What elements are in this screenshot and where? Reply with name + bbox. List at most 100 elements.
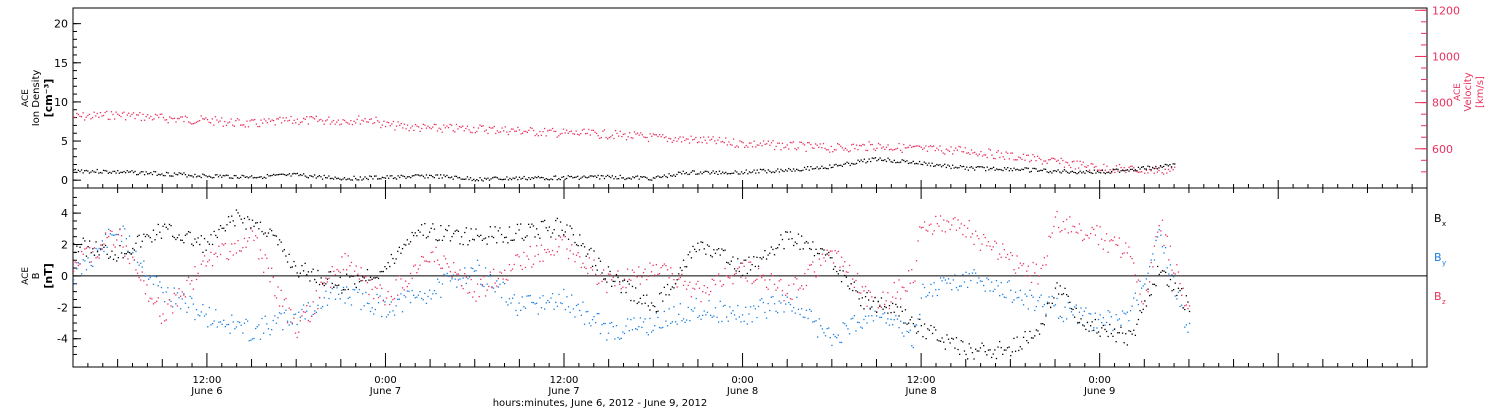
data-dot <box>1010 289 1012 291</box>
data-dot <box>759 299 761 301</box>
data-dot <box>892 149 894 151</box>
data-dot <box>657 310 659 312</box>
data-dot <box>608 175 610 178</box>
data-dot <box>1082 324 1084 326</box>
data-dot <box>662 134 664 136</box>
data-dot <box>809 308 811 311</box>
data-dot <box>607 332 610 334</box>
data-dot <box>346 286 348 288</box>
data-dot <box>502 241 504 243</box>
data-dot <box>1134 334 1136 336</box>
data-dot <box>1171 274 1173 276</box>
data-dot <box>604 322 606 325</box>
data-dot <box>235 252 238 254</box>
data-dot <box>769 144 771 146</box>
data-dot <box>900 298 902 300</box>
data-dot <box>1008 346 1010 348</box>
data-dot <box>701 141 703 144</box>
data-dot <box>73 242 75 245</box>
data-dot <box>854 163 856 165</box>
data-dot <box>381 315 383 318</box>
data-dot <box>438 264 440 266</box>
data-dot <box>574 316 576 318</box>
data-dot <box>1005 256 1007 259</box>
data-dot <box>594 175 596 177</box>
data-dot <box>1099 335 1101 337</box>
data-dot <box>149 237 151 239</box>
data-dot <box>1150 169 1152 171</box>
data-dot <box>1092 172 1094 175</box>
data-dot <box>521 237 523 240</box>
data-dot <box>571 227 573 230</box>
data-dot <box>660 327 662 329</box>
data-dot <box>983 167 985 169</box>
data-dot <box>555 175 557 177</box>
data-dot <box>505 301 507 303</box>
data-dot <box>783 300 785 302</box>
data-dot <box>299 316 301 318</box>
data-dot <box>1046 171 1048 173</box>
data-dot <box>690 135 692 137</box>
data-dot <box>933 165 935 167</box>
data-dot <box>341 256 343 258</box>
legend-label: B <box>1434 290 1442 303</box>
data-dot <box>1125 313 1127 315</box>
data-dot <box>257 176 259 179</box>
data-dot <box>606 339 608 341</box>
data-dot <box>1093 327 1095 329</box>
data-dot <box>414 232 416 234</box>
data-dot <box>211 118 213 120</box>
data-dot <box>446 272 448 275</box>
data-dot <box>1090 313 1092 315</box>
by-series <box>73 225 1191 349</box>
data-dot <box>783 170 785 173</box>
data-dot <box>143 233 145 235</box>
data-dot <box>879 304 881 306</box>
data-dot <box>898 315 900 317</box>
data-dot <box>424 177 426 179</box>
data-dot <box>288 324 290 326</box>
data-dot <box>170 175 172 177</box>
data-dot <box>376 287 378 289</box>
data-dot <box>1184 305 1186 307</box>
data-dot <box>520 178 522 180</box>
data-dot <box>306 310 308 312</box>
data-dot <box>647 275 649 277</box>
data-dot <box>82 172 84 174</box>
data-dot <box>277 317 279 319</box>
data-dot <box>526 295 528 297</box>
data-dot <box>1145 278 1148 280</box>
data-dot <box>393 262 396 264</box>
data-dot <box>682 284 685 286</box>
data-dot <box>984 236 986 239</box>
data-dot <box>598 313 600 315</box>
data-dot <box>986 166 988 168</box>
data-dot <box>309 280 311 282</box>
data-dot <box>1060 157 1062 159</box>
data-dot <box>181 298 183 300</box>
data-dot <box>275 322 278 324</box>
data-dot <box>636 328 638 331</box>
data-dot <box>346 273 348 275</box>
data-dot <box>745 259 747 261</box>
data-dot <box>915 324 918 326</box>
data-dot <box>1156 171 1158 173</box>
data-dot <box>186 279 188 282</box>
data-dot <box>823 257 825 259</box>
data-dot <box>245 228 247 230</box>
data-dot <box>729 263 731 265</box>
data-dot <box>614 338 616 340</box>
data-dot <box>101 115 103 117</box>
data-dot <box>630 279 632 281</box>
data-dot <box>350 261 353 264</box>
data-dot <box>126 170 128 172</box>
data-dot <box>176 305 179 307</box>
data-dot <box>226 258 228 260</box>
data-dot <box>199 175 201 177</box>
data-dot <box>1021 158 1023 160</box>
data-dot <box>991 249 993 251</box>
data-dot <box>1123 312 1125 314</box>
data-dot <box>219 321 222 323</box>
data-dot <box>981 166 984 168</box>
data-dot <box>85 247 88 249</box>
